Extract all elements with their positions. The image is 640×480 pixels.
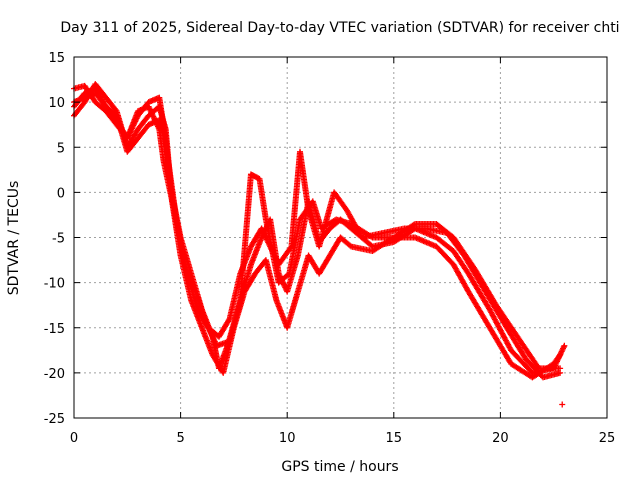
y-tick-label: -25 xyxy=(44,412,65,427)
series-track-5 xyxy=(559,401,566,408)
y-axis-label: SDTVAR / TECUs xyxy=(6,181,22,296)
y-tick-label: 10 xyxy=(48,96,65,111)
y-tick-label: 0 xyxy=(57,186,65,201)
series-track-3 xyxy=(71,90,564,381)
y-tick-label: -5 xyxy=(52,232,65,247)
data-point xyxy=(561,342,568,349)
data-markers xyxy=(71,81,568,408)
x-tick-label: 5 xyxy=(176,431,184,446)
x-tick-label: 0 xyxy=(70,431,78,446)
data-point xyxy=(556,353,563,360)
x-tick-label: 10 xyxy=(279,431,296,446)
y-tick-label: 15 xyxy=(48,51,65,66)
data-point xyxy=(559,401,566,408)
x-tick-label: 15 xyxy=(386,431,403,446)
y-tick-label: -20 xyxy=(44,367,65,382)
axis-ticks: 0 5 10 15 20 25 15 10 5 0 -5 -10 -15 -20 -25 xyxy=(44,51,616,446)
chart-title: Day 311 of 2025, Sidereal Day-to-day VTE… xyxy=(60,20,619,36)
data-point xyxy=(557,351,564,358)
data-point xyxy=(346,242,353,249)
series-track-4 xyxy=(71,82,564,372)
y-tick-label: -10 xyxy=(44,277,65,292)
x-axis-label: GPS time / hours xyxy=(281,459,398,475)
x-tick-label: 25 xyxy=(599,431,616,446)
data-point xyxy=(368,233,375,240)
x-tick-label: 20 xyxy=(492,431,509,446)
y-tick-label: 5 xyxy=(57,141,65,156)
data-point xyxy=(410,221,417,228)
data-point xyxy=(225,317,232,324)
y-tick-label: -15 xyxy=(44,322,65,337)
data-point xyxy=(557,365,564,372)
